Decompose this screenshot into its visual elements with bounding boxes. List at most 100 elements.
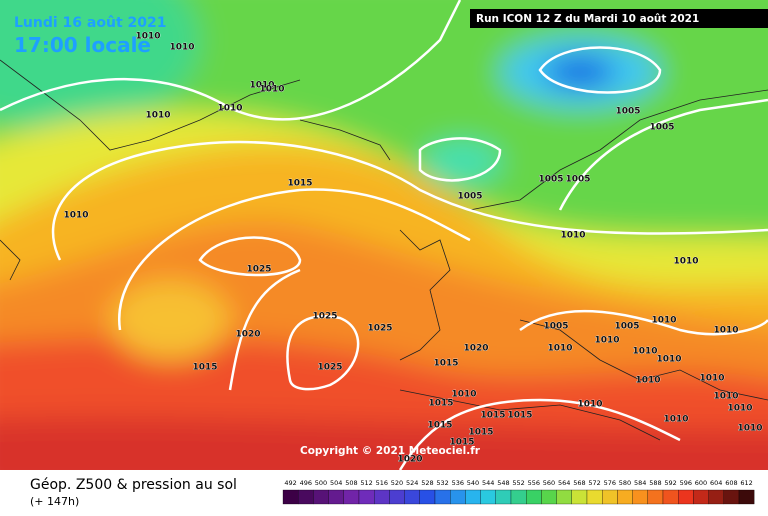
- scale-label: 508: [345, 479, 357, 487]
- isobar-label: 1010: [63, 211, 88, 221]
- isobar-label: 1005: [457, 192, 482, 202]
- copyright: Copyright © 2021 Meteociel.fr: [300, 445, 481, 457]
- scale-label: 524: [406, 479, 418, 487]
- isobar-label: 1015: [428, 399, 453, 409]
- scale-label: 536: [452, 479, 464, 487]
- scale-label: 544: [482, 479, 494, 487]
- isobar-label: 1005: [649, 123, 674, 133]
- isobar-label: 1010: [249, 81, 274, 91]
- scale-label: 584: [634, 479, 646, 487]
- scale-label: 564: [558, 479, 570, 487]
- isobar-label: 1020: [463, 344, 488, 354]
- coastlines: [0, 59, 768, 441]
- scale-swatch: [586, 489, 603, 505]
- forecast-date: Lundi 16 août 2021: [14, 15, 166, 31]
- scale-swatch: [282, 489, 299, 505]
- isobar-label: 1010: [577, 400, 602, 410]
- field: [0, 0, 768, 500]
- scale-swatch: [571, 489, 588, 505]
- scale-label: 592: [664, 479, 676, 487]
- scale-label: 576: [604, 479, 616, 487]
- scale-swatch: [602, 489, 618, 505]
- scale-swatch: [678, 489, 694, 505]
- scale-swatch: [298, 489, 314, 505]
- legend-title: Géop. Z500 & pression au sol: [30, 477, 237, 493]
- scale-label: 540: [467, 479, 479, 487]
- scale-swatch: [632, 489, 648, 505]
- isobar-label: 1005: [538, 175, 563, 185]
- isobar-label: 1005: [614, 322, 639, 332]
- scale-label: 552: [512, 479, 524, 487]
- scale-swatch: [708, 489, 724, 505]
- scale-label: 612: [740, 479, 752, 487]
- scale-swatch: [328, 489, 344, 505]
- forecast-time: 17:00 locale: [14, 33, 151, 57]
- isobar-label: 1015: [287, 179, 312, 189]
- scale-swatch: [374, 489, 390, 505]
- scale-swatch: [526, 489, 542, 505]
- scale-swatch: [510, 489, 527, 505]
- scale-label: 528: [421, 479, 433, 487]
- scale-swatch: [313, 489, 329, 505]
- isobar-label: 1010: [673, 257, 698, 267]
- isobar-label: 1010: [727, 404, 752, 414]
- isobar-label: 1010: [169, 43, 194, 53]
- scale-label: 588: [649, 479, 661, 487]
- isobar-label: 1015: [449, 438, 474, 448]
- scale-label: 556: [528, 479, 540, 487]
- scale-swatch: [617, 489, 633, 505]
- isobar-label: 1015: [468, 428, 493, 438]
- isobar-label: 1015: [427, 421, 452, 431]
- scale-swatch: [404, 489, 420, 505]
- scale-label: 516: [376, 479, 388, 487]
- scale-label: 604: [710, 479, 722, 487]
- scale-swatch: [723, 489, 740, 505]
- isobar-label: 1010: [560, 231, 585, 241]
- scale-label: 608: [725, 479, 737, 487]
- scale-label: 496: [300, 479, 312, 487]
- isobar-label: 1025: [317, 363, 342, 373]
- isobar-label: 1010: [547, 344, 572, 354]
- isobar-label: 1025: [312, 312, 337, 322]
- isobar-label: 1025: [246, 265, 271, 275]
- run-info: Run ICON 12 Z du Mardi 10 août 2021: [476, 13, 699, 25]
- isobar-label: 1010: [217, 104, 242, 114]
- scale-swatch: [465, 489, 481, 505]
- run-box: [470, 9, 768, 28]
- scale-swatch: [647, 489, 664, 505]
- scale-label: 600: [695, 479, 707, 487]
- isobar-label: 1005: [615, 107, 640, 117]
- scale-swatch: [419, 489, 436, 505]
- scale-swatch: [495, 489, 512, 505]
- scale-swatch: [556, 489, 572, 505]
- scale-swatch: [480, 489, 496, 505]
- scale-swatch: [662, 489, 679, 505]
- isobar-label: 1005: [543, 322, 568, 332]
- isobar-label: 1010: [699, 374, 724, 384]
- scale-label: 580: [619, 479, 631, 487]
- scale-swatch: [693, 489, 709, 505]
- legend-lead: (+ 147h): [30, 495, 79, 508]
- isobar-label: 1010: [635, 376, 660, 386]
- scale-label: 568: [573, 479, 585, 487]
- scale-label: 560: [543, 479, 555, 487]
- isobar-label: 1010: [651, 316, 676, 326]
- isobar-label: 1010: [632, 347, 657, 357]
- isobar-label: 1010: [259, 85, 284, 95]
- scale-label: 504: [330, 479, 342, 487]
- isobar-label: 1005: [565, 175, 590, 185]
- isobar-label: 1010: [451, 390, 476, 400]
- isobar-label: 1015: [192, 363, 217, 373]
- isobar-label: 1015: [433, 359, 458, 369]
- isobars: [0, 0, 768, 470]
- scale-label: 492: [284, 479, 296, 487]
- isobar-label: 1010: [737, 424, 762, 434]
- scale-swatch: [541, 489, 557, 505]
- isobar-label: 1010: [135, 32, 160, 42]
- isobar-label: 1010: [713, 392, 738, 402]
- isobar-label: 1010: [713, 326, 738, 336]
- isobar-label: 1010: [145, 111, 170, 121]
